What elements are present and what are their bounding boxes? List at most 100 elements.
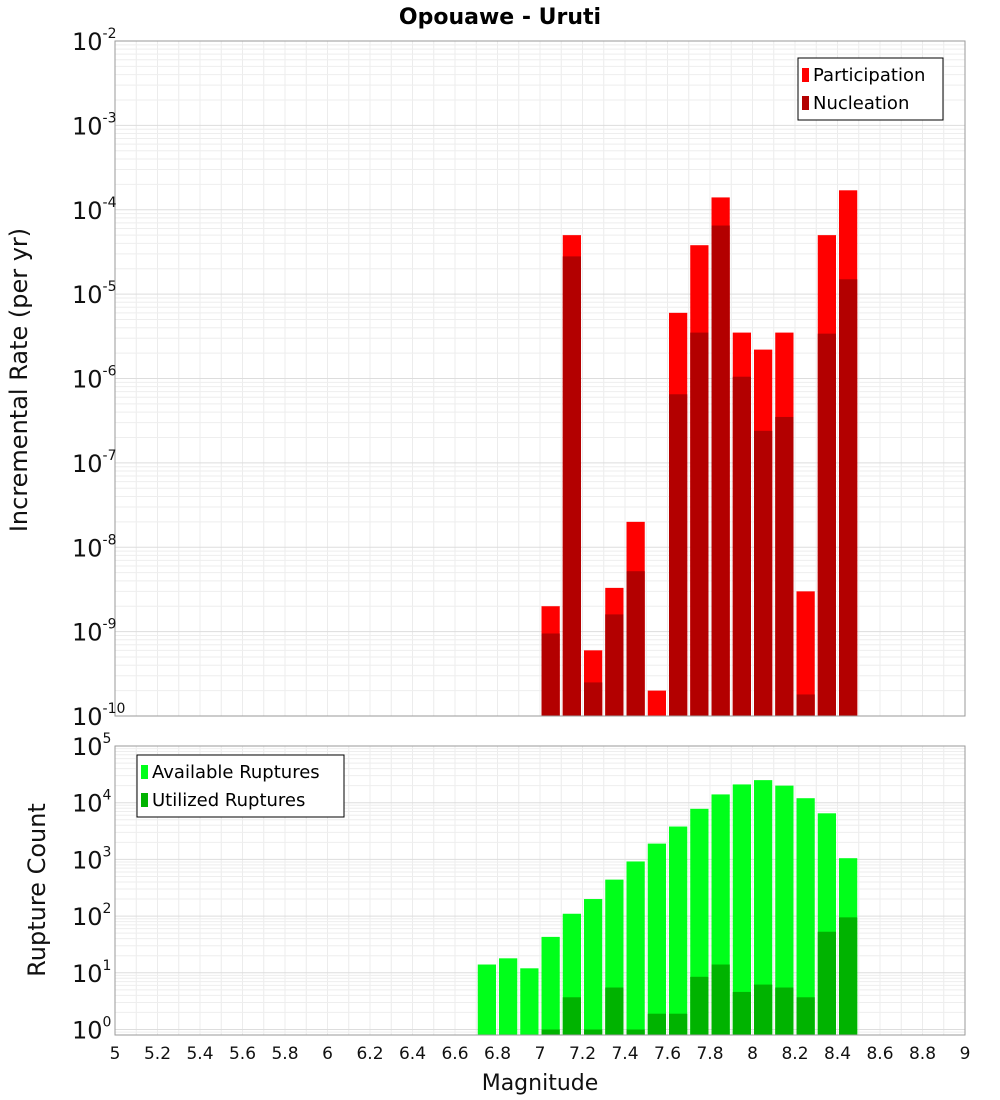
- x-tick-label: 8.6: [866, 1044, 893, 1064]
- bar: [732, 991, 751, 1035]
- bar: [584, 682, 603, 716]
- y-tick-base: 10: [72, 281, 103, 309]
- legend-entry: Available Ruptures: [152, 762, 320, 783]
- x-axis-label: Magnitude: [482, 1071, 599, 1096]
- bars: [477, 780, 858, 1035]
- y-tick-exponent: 2: [103, 901, 112, 917]
- x-tick-label: 6.6: [441, 1044, 468, 1064]
- x-tick-label: 6.8: [484, 1044, 511, 1064]
- bar: [796, 997, 815, 1035]
- bar: [626, 571, 645, 716]
- bar: [562, 997, 581, 1035]
- y-tick-exponent: -4: [103, 195, 117, 211]
- y-tick-base: 10: [72, 366, 103, 394]
- bar: [839, 279, 858, 716]
- bar: [754, 430, 773, 716]
- y-tick-label: 10-5: [72, 279, 117, 309]
- y-tick-label: 102: [72, 901, 111, 931]
- y-tick-base: 10: [72, 450, 103, 478]
- bar: [562, 256, 581, 716]
- y-tick-base: 10: [72, 112, 103, 140]
- legend-swatch: [802, 68, 809, 82]
- y-tick-label: 104: [72, 788, 112, 818]
- bar: [669, 394, 688, 716]
- y-tick-base: 10: [72, 703, 103, 731]
- x-tick-label: 5.8: [271, 1044, 298, 1064]
- y-tick-label: 10-4: [72, 195, 117, 225]
- bar: [477, 964, 496, 1035]
- y-tick-base: 10: [72, 846, 103, 874]
- y-tick-base: 10: [72, 733, 103, 761]
- bar: [690, 332, 709, 716]
- y-tick-label: 10-8: [72, 532, 117, 562]
- series-utilized-ruptures: [541, 917, 858, 1035]
- y-tick-label: 10-3: [72, 110, 117, 140]
- legend-swatch: [802, 96, 809, 110]
- bar: [775, 987, 794, 1035]
- bar: [647, 1013, 666, 1035]
- y-tick-exponent: 4: [103, 788, 112, 804]
- x-tick-labels: 5 5.2 5.4 5.6 5.8 6 6.2 6.4 6.6 6.8 7 7.2 7.4 7.6 7.8 8…: [110, 1044, 971, 1064]
- bar: [499, 958, 518, 1035]
- bar: [754, 984, 773, 1035]
- y-tick-exponent: -5: [103, 279, 117, 295]
- y-tick-label: 10-7: [72, 448, 117, 478]
- x-tick-label: 5: [110, 1044, 121, 1064]
- legend-entry: Nucleation: [813, 93, 909, 114]
- bar: [584, 1029, 603, 1035]
- y-tick-exponent: 0: [103, 1015, 112, 1031]
- bar: [775, 785, 794, 1035]
- bar: [541, 633, 560, 716]
- bar: [584, 899, 603, 1035]
- y-tick-exponent: -8: [103, 532, 117, 548]
- x-tick-label: 7.6: [654, 1044, 681, 1064]
- legend-entry: Utilized Ruptures: [152, 790, 305, 811]
- y-tick-base: 10: [72, 903, 103, 931]
- bar: [732, 376, 751, 716]
- x-tick-label: 7.2: [569, 1044, 596, 1064]
- x-tick-label: 5.6: [229, 1044, 256, 1064]
- x-tick-label: 6: [322, 1044, 333, 1064]
- y-tick-label: 105: [72, 731, 111, 761]
- x-tick-label: 6.4: [399, 1044, 426, 1064]
- legend-box: [136, 754, 345, 818]
- bar: [626, 1029, 645, 1035]
- y-tick-base: 10: [72, 960, 103, 988]
- bar: [796, 591, 815, 716]
- y-tick-label: 10-6: [72, 364, 117, 394]
- bar: [541, 1029, 560, 1035]
- x-tick-label: 8.2: [781, 1044, 808, 1064]
- x-tick-label: 7: [535, 1044, 546, 1064]
- bar: [626, 861, 645, 1035]
- bar: [605, 614, 624, 716]
- y-tick-label: 10-2: [72, 26, 117, 56]
- bar: [817, 931, 836, 1035]
- y-tick-exponent: 1: [103, 958, 112, 974]
- legend-swatch: [141, 765, 148, 779]
- bar: [669, 1013, 688, 1035]
- y-tick-exponent: -7: [103, 448, 117, 464]
- x-tick-label: 8.8: [909, 1044, 936, 1064]
- bar: [669, 826, 688, 1035]
- bar: [520, 968, 539, 1035]
- bar: [605, 987, 624, 1035]
- x-tick-label: 5.4: [186, 1044, 213, 1064]
- bar: [732, 784, 751, 1035]
- y-tick-exponent: 5: [103, 731, 112, 747]
- bar: [711, 964, 730, 1035]
- chart-title: Opouawe - Uruti: [399, 5, 601, 30]
- x-tick-label: 8.4: [824, 1044, 851, 1064]
- bar: [754, 780, 773, 1035]
- bar: [839, 917, 858, 1035]
- legend-entry: Participation: [813, 65, 925, 86]
- x-tick-label: 9: [960, 1044, 971, 1064]
- bar: [647, 690, 666, 716]
- bars: [541, 190, 858, 717]
- incremental-rate-panel: 10-1010-910-810-710-610-510-410-310-2Par…: [72, 26, 966, 731]
- y-tick-label: 100: [72, 1015, 111, 1045]
- legend: Available Ruptures Utilized Ruptures: [136, 754, 345, 818]
- legend: Participation Nucleation: [797, 57, 944, 121]
